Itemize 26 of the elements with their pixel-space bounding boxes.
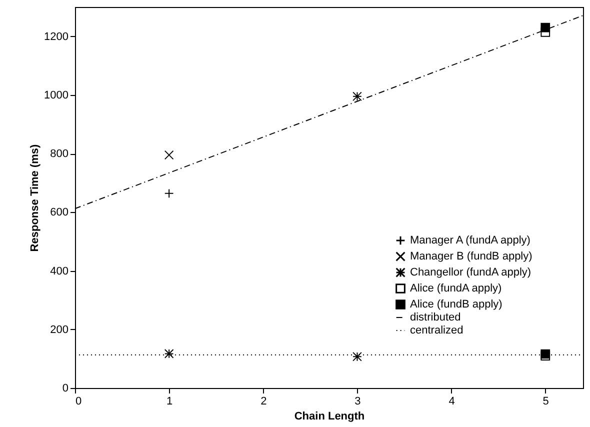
y-tick-label: 800 — [50, 148, 68, 160]
y-tick-label: 600 — [50, 206, 68, 219]
legend-label: Changellor (fundA apply) — [410, 266, 532, 278]
y-tick-label: 1000 — [44, 89, 68, 102]
legend-label: Alice (fundA apply) — [410, 282, 502, 294]
y-axis-title: Response Time (ms) — [29, 144, 42, 252]
x-tick-label: 4 — [448, 396, 455, 408]
y-tick-label: 400 — [50, 265, 68, 278]
x-tick-label: 0 — [76, 396, 82, 408]
legend-label: distributed — [410, 312, 461, 324]
x-axis-title: Chain Length — [294, 410, 365, 422]
point — [352, 352, 362, 362]
x-tick-label: 2 — [260, 396, 267, 408]
point — [164, 150, 174, 160]
point — [540, 22, 550, 32]
x-tick-label: 5 — [542, 396, 549, 408]
legend-label: Alice (fundB apply) — [410, 298, 502, 310]
legend-label: Manager B (fundB apply) — [410, 250, 532, 262]
legend-label: Manager A (fundA apply) — [410, 234, 530, 246]
y-tick-label: 1200 — [44, 30, 68, 43]
x-tick-label: 1 — [166, 396, 173, 408]
x-tick-label: 3 — [354, 396, 361, 408]
point — [352, 92, 362, 102]
y-tick-label: 0 — [62, 382, 68, 394]
legend-label: centralized — [410, 324, 464, 336]
y-tick-label: 200 — [50, 324, 68, 336]
